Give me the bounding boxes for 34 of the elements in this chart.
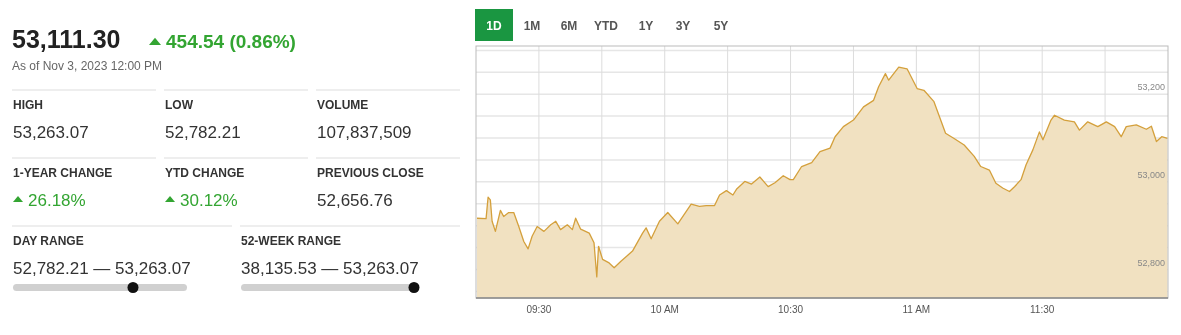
x-tick-label: 10:30 [778, 304, 804, 315]
text: YTD CHANGE [165, 166, 245, 180]
y-tick-label: 52,800 [1137, 257, 1165, 268]
text: 52,782.21 [165, 123, 241, 142]
text: 107,837,509 [317, 123, 412, 142]
text: 52-WEEK RANGE [241, 234, 342, 248]
y-tick-label: 53,000 [1137, 169, 1165, 180]
text: 52,656.76 [317, 191, 393, 210]
text: 5Y [713, 19, 729, 33]
text: HIGH [13, 98, 43, 112]
text: As of Nov 3, 2023 12:00 PM [12, 59, 163, 73]
text: PREVIOUS CLOSE [317, 166, 424, 180]
text: DAY RANGE [13, 234, 84, 248]
text: 3Y [675, 19, 691, 33]
text: 26.18% [28, 191, 86, 210]
text: 53,263.07 [13, 123, 89, 142]
text: 53,111.30 [12, 25, 121, 53]
text: 1M [523, 19, 541, 33]
text: 30.12% [180, 191, 238, 210]
y-tick-label: 53,200 [1137, 82, 1165, 93]
text: VOLUME [317, 98, 369, 112]
x-tick-label: 10 AM [650, 304, 679, 315]
text: LOW [165, 98, 194, 112]
text: 52,782.21 — 53,263.07 [13, 259, 191, 278]
text: 6M [560, 19, 578, 33]
text: 1D [486, 19, 502, 33]
text: 1-YEAR CHANGE [13, 166, 113, 180]
x-tick-label: 09:30 [526, 304, 552, 315]
x-tick-label: 11:30 [1030, 304, 1055, 315]
text: 1Y [638, 19, 654, 33]
x-tick-label: 11 AM [902, 304, 931, 315]
text: 454.54 (0.86%) [166, 31, 296, 52]
text: 38,135.53 — 53,263.07 [241, 259, 419, 278]
text: YTD [594, 19, 619, 33]
